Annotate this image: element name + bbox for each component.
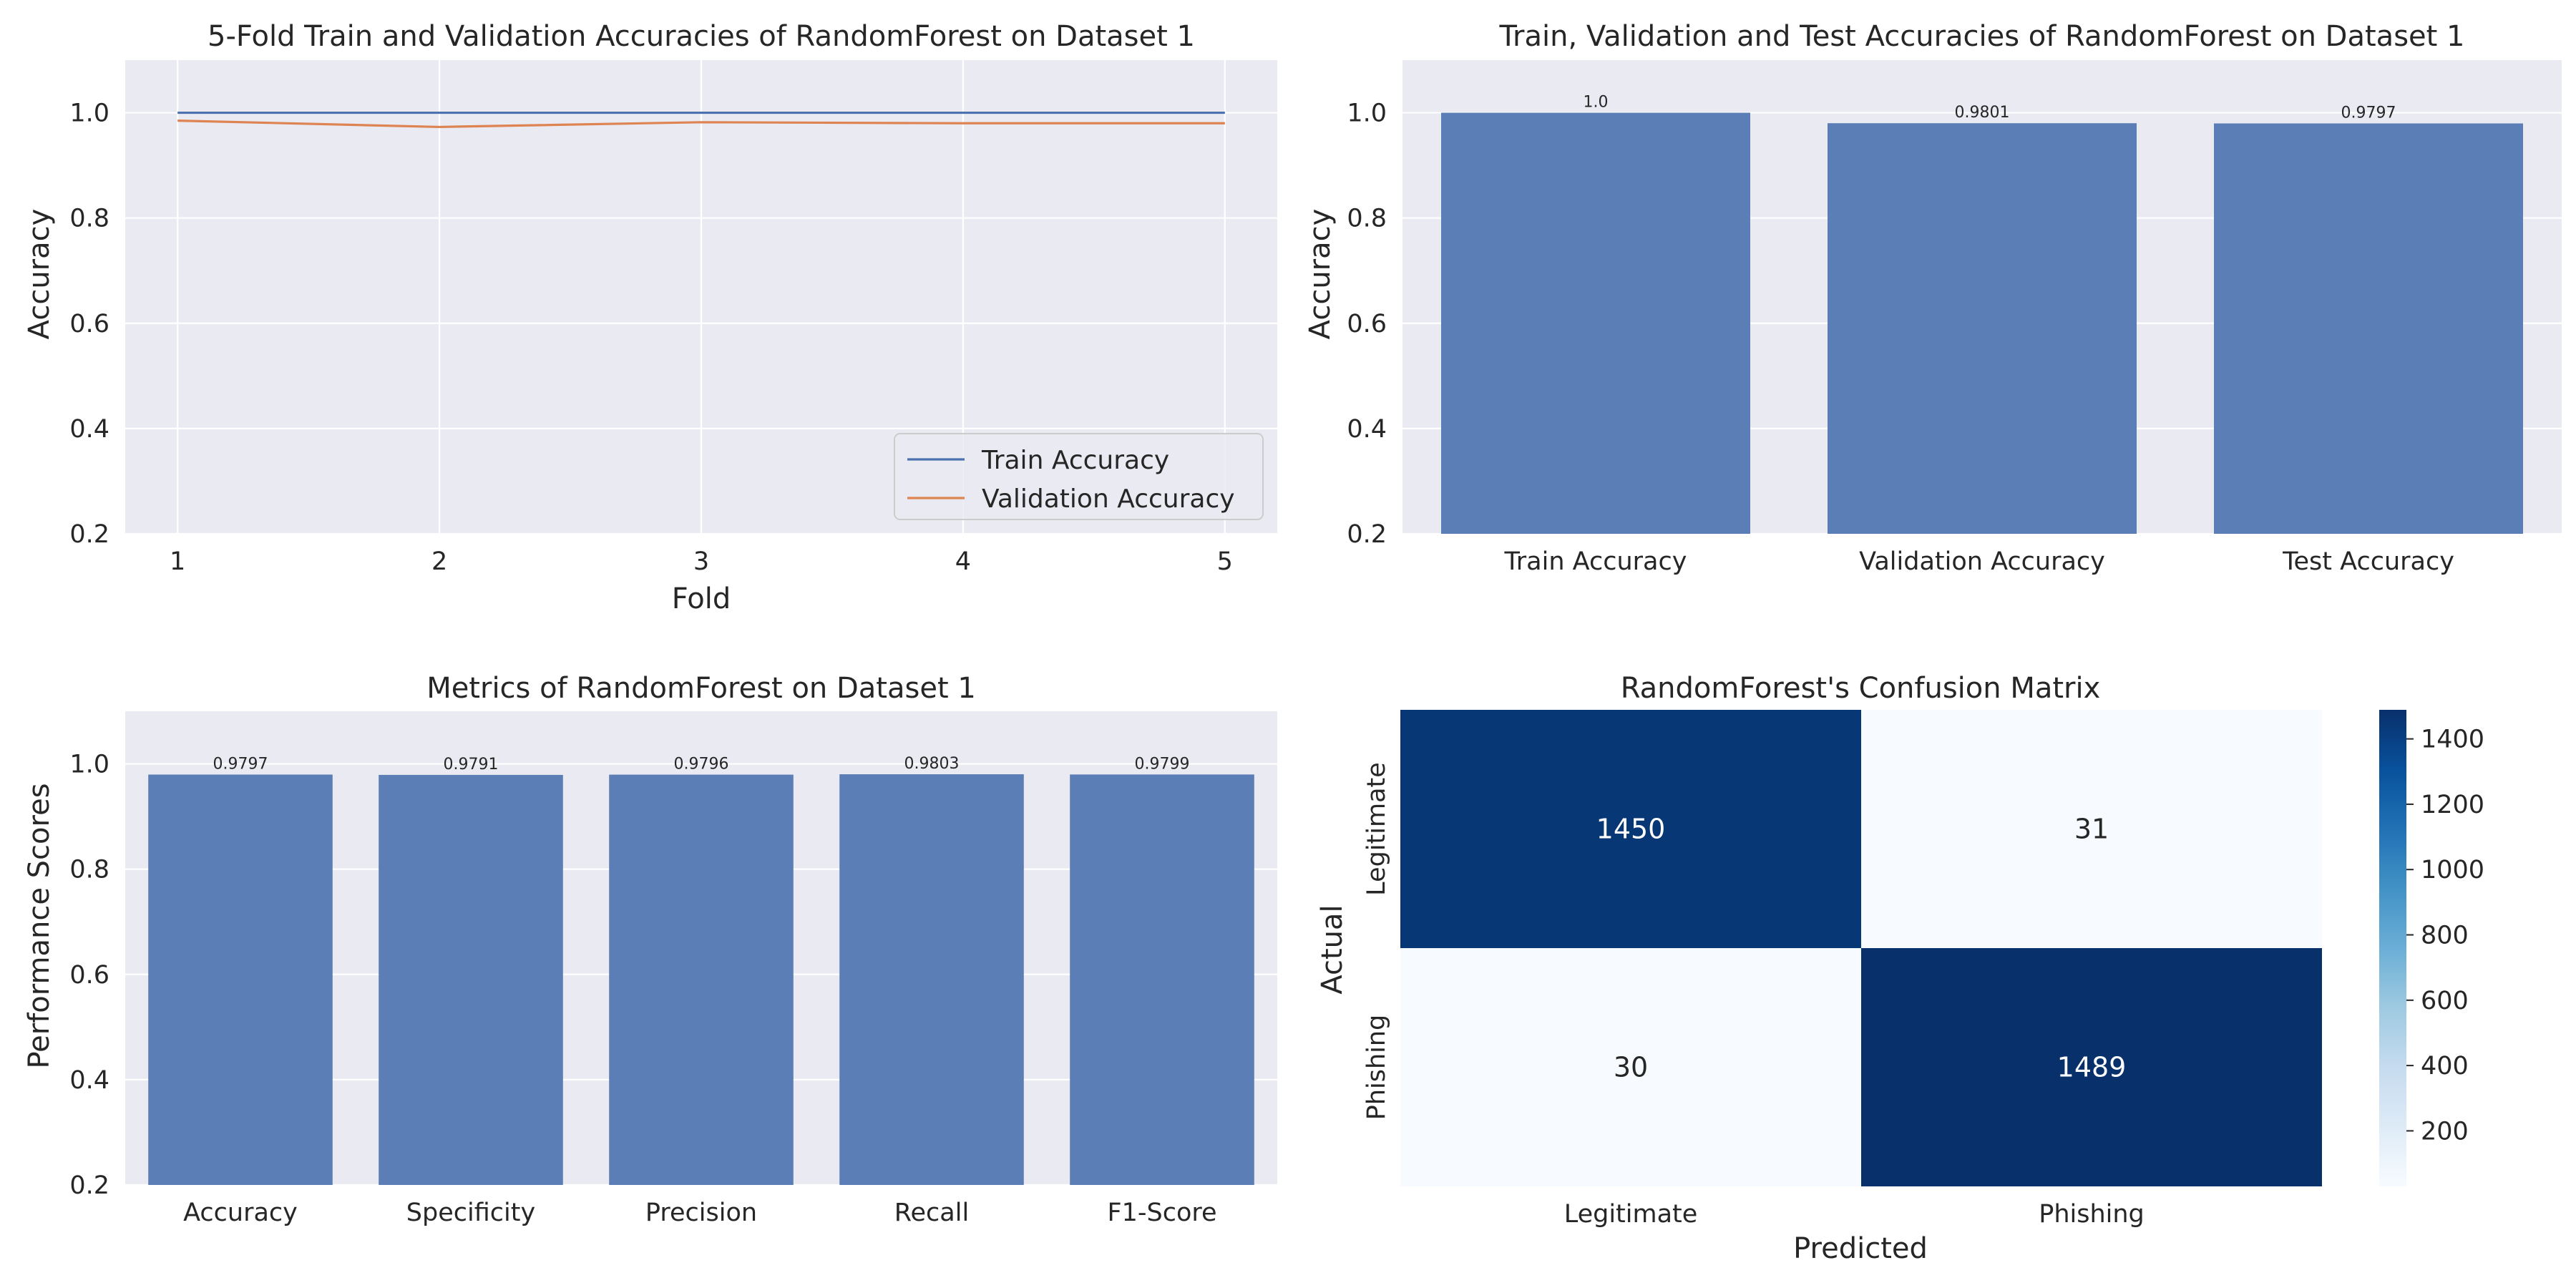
bar-value-label: 0.9797 [2341,104,2396,122]
y-tick-label: 0.4 [69,1066,109,1095]
x-tick-label: Legitimate [1564,1200,1698,1229]
confusion-matrix-heatmap: RandomForest's Confusion Matrix Predicte… [1316,672,2484,1265]
bar-value-label: 0.9796 [674,756,729,774]
y-tick-label: 0.2 [69,520,109,549]
bar [1441,112,1750,535]
x-tick-label: Validation Accuracy [1859,547,2105,576]
fold-accuracy-line-chart: 5-Fold Train and Validation Accuracies o… [23,20,1277,615]
legend-entry: Train Accuracy [981,446,1169,475]
bar [609,774,794,1185]
x-tick-label: Accuracy [183,1199,298,1227]
x-axis-label: Fold [672,582,731,615]
chart-title: Metrics of RandomForest on Dataset 1 [426,672,976,705]
colorbar-tick-label: 800 [2421,922,2469,950]
x-tick-label: 2 [431,547,447,576]
y-axis-label: Performance Scores [23,783,56,1068]
bar [1070,774,1254,1185]
metrics-bar-chart: Metrics of RandomForest on Dataset 1 Per… [23,672,1277,1227]
y-tick-label: 0.4 [69,415,109,444]
colorbar-tick-label: 1000 [2421,856,2484,884]
colorbar-tick-label: 1400 [2421,726,2484,754]
y-tick-label: 0.2 [1347,520,1387,549]
cell-value-label: 31 [2074,814,2109,845]
y-tick-label: 0.6 [1347,310,1387,338]
x-tick-label: Precision [645,1199,757,1227]
x-tick-label: F1-Score [1107,1199,1216,1227]
chart-title: Train, Validation and Test Accuracies of… [1498,20,2464,53]
y-tick-label: 0.8 [1347,205,1387,233]
x-tick-label: Test Accuracy [2282,547,2454,576]
x-tick-label: Recall [894,1199,969,1227]
x-tick-label: 1 [170,547,185,576]
y-tick-label: 0.8 [69,856,109,884]
x-tick-label: Phishing [2039,1200,2145,1229]
y-tick-label: 1.0 [69,751,109,779]
bar-value-label: 0.9801 [1955,104,2010,122]
bar-value-label: 0.9803 [904,755,960,773]
chart-title: RandomForest's Confusion Matrix [1621,672,2101,705]
bar [839,774,1024,1185]
heatmap-cell [1861,710,2322,948]
y-tick-label: 0.6 [69,310,109,338]
split-accuracy-bar-chart: Train, Validation and Test Accuracies of… [1304,20,2562,576]
y-tick-label: Legitimate [1362,762,1391,896]
y-tick-label: 0.4 [1347,415,1387,444]
series-line-validation [177,119,1225,129]
bar-value-label: 0.9799 [1135,755,1190,773]
x-tick-label: 4 [955,547,971,576]
x-tick-label: 5 [1217,547,1233,576]
legend-entry: Validation Accuracy [982,484,1235,514]
heatmap-cell [1861,948,2322,1186]
heatmap-cell [1400,948,1861,1186]
legend [894,433,1264,520]
heatmap-cell [1400,710,1861,948]
x-tick-label: 3 [693,547,709,576]
bar [379,774,563,1185]
y-axis-label: Accuracy [1304,209,1337,340]
bar [2214,123,2523,535]
colorbar-tick-label: 200 [2421,1117,2469,1146]
x-axis-label: Predicted [1793,1232,1928,1265]
chart-title: 5-Fold Train and Validation Accuracies o… [208,20,1195,53]
colorbar-tick-label: 400 [2421,1052,2469,1080]
y-axis-label: Accuracy [23,209,56,340]
cell-value-label: 30 [1614,1052,1648,1083]
bar [1828,123,2137,534]
y-tick-label: 0.6 [69,961,109,990]
y-tick-label: 1.0 [69,99,109,128]
colorbar-tick-label: 1200 [2421,791,2484,819]
bar [148,774,333,1185]
cell-value-label: 1450 [1596,814,1666,845]
y-tick-label: 0.8 [69,205,109,233]
bar-value-label: 0.9791 [444,756,499,774]
y-tick-label: Phishing [1362,1015,1391,1121]
colorbar [2379,710,2406,1186]
x-tick-label: Train Accuracy [1504,547,1687,576]
bar-value-label: 1.0 [1584,94,1609,112]
y-tick-label: 1.0 [1347,99,1387,128]
colorbar-tick-label: 600 [2421,987,2469,1015]
y-axis-label: Actual [1316,904,1349,994]
cell-value-label: 1489 [2057,1052,2127,1083]
x-tick-label: Specificity [406,1199,535,1227]
y-tick-label: 0.2 [69,1171,109,1200]
bar-value-label: 0.9797 [213,755,268,773]
